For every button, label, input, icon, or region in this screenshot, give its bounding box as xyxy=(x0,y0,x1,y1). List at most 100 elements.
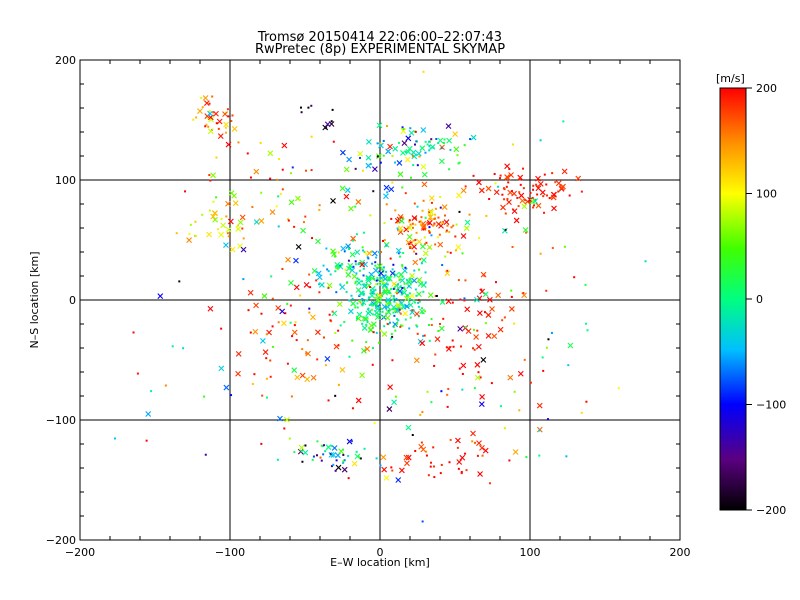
scatter-point xyxy=(440,147,443,150)
scatter-point xyxy=(392,326,395,329)
scatter-point-cross xyxy=(350,300,357,307)
scatter-point xyxy=(335,265,338,268)
scatter-point xyxy=(428,149,431,152)
scatter-point xyxy=(393,314,396,317)
scatter-point-cross xyxy=(310,314,316,321)
scatter-point xyxy=(291,166,294,169)
scatter-point-cross xyxy=(385,297,392,303)
scatter-point xyxy=(388,279,391,282)
scatter-point xyxy=(415,294,418,297)
scatter-point xyxy=(269,375,272,378)
scatter-point xyxy=(224,126,227,129)
scatter-point xyxy=(432,224,435,227)
scatter-point xyxy=(444,214,447,217)
scatter-point-cross xyxy=(485,312,492,318)
scatter-point xyxy=(392,298,395,301)
scatter-point xyxy=(460,471,463,474)
scatter-point-cross xyxy=(405,135,412,142)
scatter-point xyxy=(415,231,418,234)
scatter-point-cross xyxy=(474,374,481,381)
scatter-point-cross xyxy=(288,199,295,206)
scatter-point-cross xyxy=(382,289,389,296)
scatter-point xyxy=(363,447,366,450)
scatter-point xyxy=(205,123,208,126)
scatter-point-cross xyxy=(210,213,217,220)
scatter-point xyxy=(396,322,399,325)
scatter-point xyxy=(443,138,446,141)
scatter-point-cross xyxy=(397,225,404,232)
scatter-point xyxy=(430,318,433,321)
scatter-point xyxy=(132,331,135,334)
scatter-point xyxy=(304,444,307,447)
scatter-point xyxy=(330,444,333,447)
scatter-point xyxy=(434,243,437,246)
scatter-point xyxy=(440,463,443,466)
scatter-point-cross xyxy=(418,443,425,450)
scatter-point-cross xyxy=(476,295,483,302)
scatter-point xyxy=(136,372,139,375)
scatter-point xyxy=(354,167,357,170)
scatter-point xyxy=(225,131,228,134)
scatter-point xyxy=(225,215,228,218)
scatter-point xyxy=(372,331,375,334)
scatter-point xyxy=(358,269,361,272)
scatter-point xyxy=(405,295,408,298)
x-tick-label: 200 xyxy=(670,546,691,559)
scatter-point xyxy=(300,111,303,114)
scatter-point xyxy=(178,280,181,283)
scatter-point xyxy=(409,127,412,130)
scatter-point xyxy=(457,162,460,165)
scatter-point xyxy=(439,206,442,209)
scatter-point xyxy=(271,345,274,348)
scatter-point xyxy=(357,278,360,281)
scatter-point-cross xyxy=(411,243,418,250)
scatter-point xyxy=(409,176,412,179)
scatter-point xyxy=(371,262,374,265)
scatter-point-cross xyxy=(340,245,347,252)
scatter-point xyxy=(391,359,394,362)
scatter-point-cross xyxy=(247,289,254,296)
scatter-point-cross xyxy=(535,175,541,182)
scatter-point xyxy=(409,316,412,319)
colorbar-label: [m/s] xyxy=(716,72,745,85)
scatter-point-cross xyxy=(284,416,290,423)
scatter-point-cross xyxy=(359,372,365,379)
scatter-point xyxy=(411,226,414,229)
scatter-point-cross xyxy=(240,246,247,253)
scatter-point-cross xyxy=(419,243,426,250)
scatter-point-cross xyxy=(207,128,214,135)
scatter-point xyxy=(580,411,583,414)
scatter-point xyxy=(388,308,391,311)
colorbar-tick-label: 0 xyxy=(756,293,763,306)
scatter-point xyxy=(461,388,464,391)
scatter-point xyxy=(378,251,381,254)
scatter-point xyxy=(504,212,507,215)
scatter-point-cross xyxy=(406,145,413,152)
scatter-point xyxy=(334,469,337,472)
scatter-point-cross xyxy=(223,384,230,391)
scatter-point-cross xyxy=(535,202,542,209)
scatter-point xyxy=(348,355,351,358)
scatter-point xyxy=(428,229,431,232)
scatter-point-cross xyxy=(428,209,434,216)
scatter-point xyxy=(542,195,545,198)
scatter-point xyxy=(226,108,229,111)
scatter-point xyxy=(284,312,287,315)
scatter-point xyxy=(306,339,309,342)
scatter-point-cross xyxy=(318,282,325,288)
scatter-point xyxy=(385,305,388,308)
scatter-point xyxy=(260,312,263,315)
scatter-point xyxy=(403,286,406,289)
scatter-point xyxy=(580,190,583,193)
scatter-point-cross xyxy=(404,295,410,302)
scatter-point-cross xyxy=(420,163,427,170)
scatter-point xyxy=(388,292,391,295)
scatter-point xyxy=(380,307,383,310)
scatter-point-cross xyxy=(351,460,358,467)
scatter-point xyxy=(483,311,486,314)
scatter-point xyxy=(397,252,400,255)
scatter-point xyxy=(407,226,410,229)
scatter-point xyxy=(251,206,254,209)
scatter-point-cross xyxy=(474,361,481,368)
scatter-point xyxy=(347,454,350,457)
